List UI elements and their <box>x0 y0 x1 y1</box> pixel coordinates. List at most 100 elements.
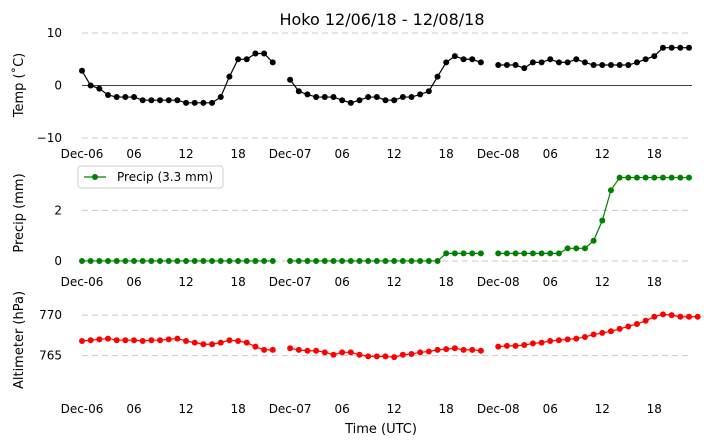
data-point-precipitation <box>443 250 450 257</box>
data-point-altimeter <box>139 338 146 345</box>
data-point-temperature <box>425 88 432 95</box>
data-point-precipitation <box>209 257 216 264</box>
x-tick-label: Dec-07 <box>269 147 312 161</box>
data-point-temperature <box>174 97 181 104</box>
data-point-altimeter <box>434 346 441 353</box>
data-point-altimeter <box>529 340 536 347</box>
data-point-precipitation <box>304 257 311 264</box>
data-point-altimeter <box>122 337 129 344</box>
data-point-precipitation <box>642 174 649 181</box>
x-tick-label: 06 <box>126 275 141 289</box>
data-point-altimeter <box>226 337 233 344</box>
data-point-altimeter <box>564 336 571 343</box>
data-point-altimeter <box>521 342 528 349</box>
data-point-altimeter <box>252 343 259 350</box>
data-point-altimeter <box>209 341 216 348</box>
data-point-temperature <box>347 99 354 106</box>
data-point-temperature <box>408 94 415 101</box>
data-point-precipitation <box>113 257 120 264</box>
data-point-temperature <box>269 59 276 66</box>
data-point-precipitation <box>252 257 259 264</box>
data-point-altimeter <box>174 335 181 342</box>
data-point-precipitation <box>330 257 337 264</box>
x-tick-label: 18 <box>647 402 662 416</box>
panel-precipitation: 2 0 Precip (mm) Dec-06 06 12 18 Dec-07 06 12 18 Dec… <box>12 165 692 289</box>
data-point-temperature <box>252 50 259 57</box>
data-point-temperature <box>96 85 103 92</box>
y-tick-label-temperature: −10 <box>37 131 62 145</box>
x-tick-label: Dec-07 <box>269 275 312 289</box>
data-point-temperature <box>460 56 467 63</box>
data-point-precipitation <box>512 250 519 257</box>
data-point-altimeter <box>581 333 588 340</box>
data-point-altimeter <box>339 349 346 356</box>
data-point-altimeter <box>590 331 597 338</box>
data-point-altimeter <box>633 321 640 328</box>
data-point-precipitation <box>183 257 190 264</box>
data-point-precipitation <box>235 257 242 264</box>
x-tick-label: 18 <box>647 147 662 161</box>
data-point-precipitation <box>607 187 614 194</box>
x-axis-label: Time (UTC) <box>344 422 417 437</box>
data-point-precipitation <box>243 257 250 264</box>
data-point-precipitation <box>96 257 103 264</box>
data-point-temperature <box>651 53 658 60</box>
data-point-temperature <box>477 59 484 66</box>
x-tick-label: 12 <box>595 275 610 289</box>
data-point-temperature <box>304 91 311 98</box>
data-point-precipitation <box>79 257 85 264</box>
data-point-precipitation <box>148 257 155 264</box>
data-point-precipitation <box>382 257 389 264</box>
data-point-temperature <box>295 88 302 95</box>
data-point-temperature <box>157 97 164 104</box>
x-tick-label: Dec-08 <box>477 275 520 289</box>
data-point-temperature <box>547 56 554 63</box>
data-point-precipitation <box>434 257 441 264</box>
data-point-altimeter <box>417 349 424 356</box>
data-point-altimeter <box>495 343 502 350</box>
x-tick-label: 12 <box>178 275 193 289</box>
data-point-temperature <box>529 59 536 66</box>
data-point-precipitation <box>521 250 528 257</box>
data-point-precipitation <box>460 250 467 257</box>
data-point-altimeter <box>313 347 320 354</box>
data-point-altimeter <box>200 341 207 348</box>
data-point-altimeter <box>304 347 311 354</box>
data-point-precipitation <box>131 257 138 264</box>
data-point-temperature <box>451 53 458 60</box>
data-point-temperature <box>287 76 294 83</box>
x-tick-label: 18 <box>439 147 454 161</box>
data-point-precipitation <box>356 257 363 264</box>
data-point-altimeter <box>460 346 467 353</box>
data-point-altimeter <box>382 353 389 360</box>
data-point-temperature <box>642 56 649 63</box>
y-tick-label-altimeter: 770 <box>39 308 62 322</box>
x-tick-label: Dec-07 <box>269 402 312 416</box>
data-point-altimeter <box>668 312 675 319</box>
data-point-precipitation <box>313 257 320 264</box>
data-point-altimeter <box>96 336 103 343</box>
data-point-temperature <box>330 94 337 101</box>
data-point-temperature <box>139 97 146 104</box>
data-point-temperature <box>417 91 424 98</box>
data-point-temperature <box>191 99 198 106</box>
x-tick-label: 12 <box>387 275 402 289</box>
data-point-altimeter <box>642 317 649 324</box>
data-point-precipitation <box>616 174 623 181</box>
data-point-precipitation <box>477 250 484 257</box>
x-tick-label: 06 <box>126 402 141 416</box>
data-point-precipitation <box>399 257 406 264</box>
data-point-temperature <box>399 94 406 101</box>
data-point-temperature <box>373 94 380 101</box>
data-point-precipitation <box>217 257 224 264</box>
data-point-precipitation <box>633 174 640 181</box>
x-tick-label: 12 <box>595 402 610 416</box>
data-point-precipitation <box>391 257 398 264</box>
data-point-altimeter <box>365 353 372 360</box>
data-point-altimeter <box>651 313 658 320</box>
data-point-precipitation <box>555 250 562 257</box>
data-point-temperature <box>382 97 389 104</box>
data-point-temperature <box>616 62 623 69</box>
data-point-altimeter <box>573 335 580 342</box>
x-tick-label: 06 <box>335 147 350 161</box>
